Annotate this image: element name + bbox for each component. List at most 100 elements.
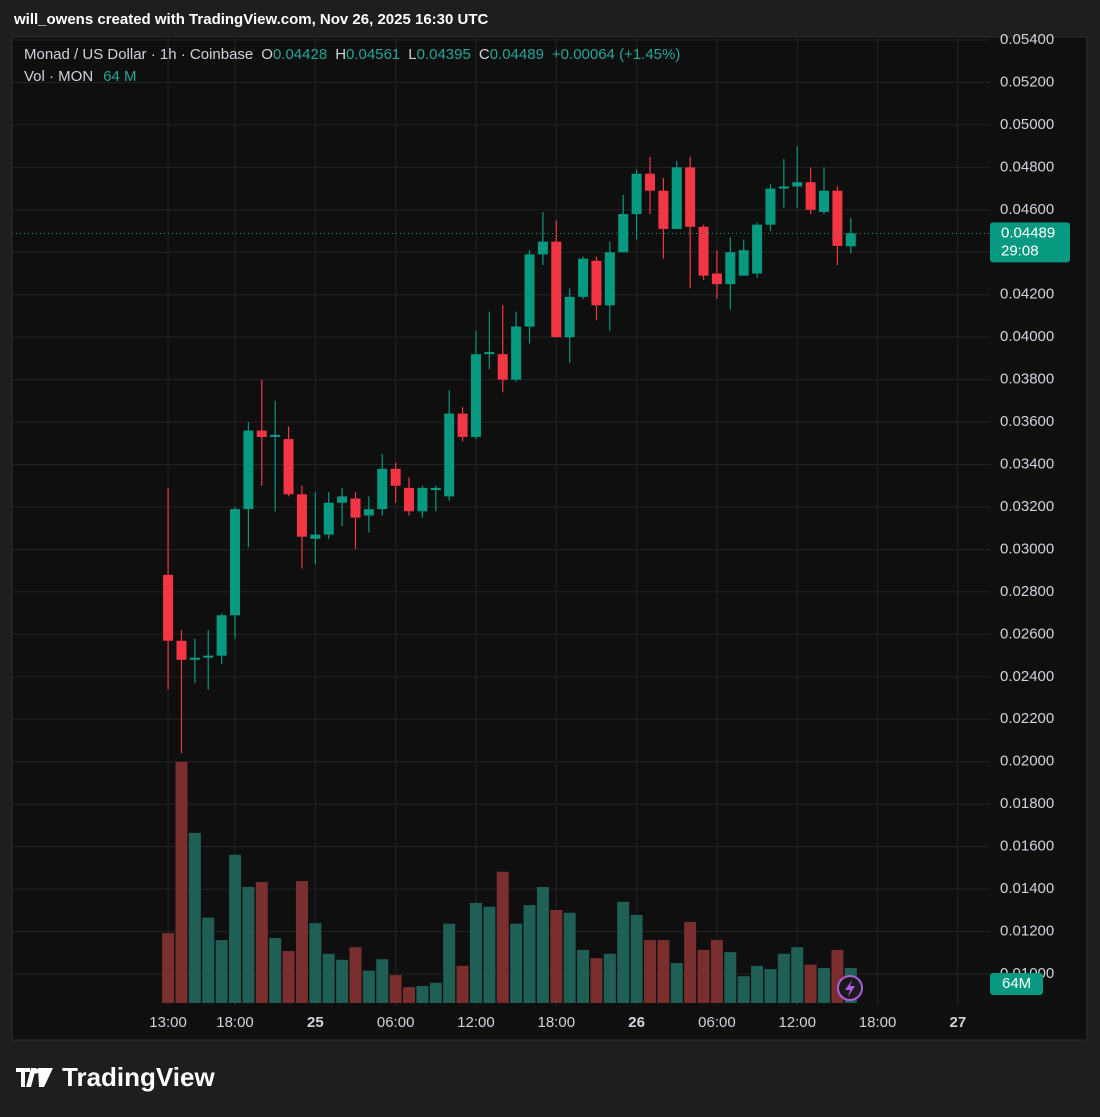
y-tick-label: 0.05400 <box>1000 31 1054 48</box>
candle-body <box>765 188 776 225</box>
candle-body <box>631 173 642 215</box>
volume-bar <box>536 887 549 1003</box>
candle-body <box>189 657 200 660</box>
volume-bar <box>416 986 429 1003</box>
y-tick-label: 0.03200 <box>1000 498 1054 515</box>
lightning-icon[interactable] <box>837 975 863 1001</box>
x-tick-label: 27 <box>950 1014 967 1031</box>
volume-bar <box>724 952 737 1003</box>
candle-body <box>390 468 401 486</box>
volume-bar <box>496 871 509 1003</box>
candle-body <box>511 326 522 380</box>
volume-bar <box>376 959 389 1003</box>
volume-bar <box>670 963 683 1003</box>
y-tick-label: 0.04000 <box>1000 328 1054 345</box>
price-badge <box>990 222 1070 263</box>
volume-bar <box>550 910 563 1003</box>
volume-bar <box>469 902 482 1003</box>
candle-body <box>163 574 174 641</box>
x-tick-label: 25 <box>307 1014 324 1031</box>
volume-bar <box>403 987 416 1003</box>
volume-bar <box>603 953 616 1003</box>
volume-bar <box>282 951 295 1003</box>
volume-bar <box>162 932 175 1003</box>
volume-bar <box>577 949 590 1003</box>
volume-bar <box>242 887 255 1003</box>
candle-body <box>404 487 415 512</box>
y-tick-label: 0.05200 <box>1000 73 1054 90</box>
candle-body <box>792 182 803 187</box>
volume-bar <box>791 947 804 1003</box>
candle-body <box>711 273 722 285</box>
candle-body <box>417 487 428 512</box>
candle-body <box>551 241 562 338</box>
candle-body <box>470 354 481 437</box>
volume-bar <box>175 761 188 1003</box>
volume-bar <box>336 959 349 1003</box>
candle-body <box>537 241 548 255</box>
close-value: 0.04489 <box>490 46 544 63</box>
candle-body <box>484 352 495 355</box>
brand-dot <box>33 1068 39 1074</box>
candle-body <box>256 430 267 437</box>
x-tick-label: 06:00 <box>377 1014 415 1031</box>
open-value: 0.04428 <box>273 46 327 63</box>
y-tick-label: 0.03800 <box>1000 371 1054 388</box>
x-tick-label: 12:00 <box>457 1014 495 1031</box>
candle-body <box>270 434 281 437</box>
candle-body <box>805 182 816 210</box>
candle-body <box>524 254 535 327</box>
grid <box>12 37 990 1006</box>
volume-bar <box>563 912 576 1003</box>
volume-badge-value: 64M <box>1002 975 1031 992</box>
candle-body <box>337 496 348 503</box>
candle-body <box>243 430 254 510</box>
legend-line: Monad / US Dollar · 1h · Coinbase O0.0442… <box>24 46 680 63</box>
candle-body <box>296 494 307 537</box>
candle-body <box>203 655 214 658</box>
candle-body <box>698 226 709 276</box>
volume-title: Vol · MON <box>24 68 93 85</box>
volume-bar <box>295 881 308 1003</box>
y-tick-label: 0.01400 <box>1000 880 1054 897</box>
candle-body <box>363 509 374 516</box>
candle-body <box>323 502 334 535</box>
axes: 0.05400 0.05200 0.05000 0.04800 0.04600 0.044… <box>149 31 1070 1031</box>
candle-body <box>578 258 589 297</box>
brand-text: TradingView <box>62 1062 215 1092</box>
candle-body <box>845 233 856 247</box>
high-value: 0.04561 <box>346 46 400 63</box>
candle-body <box>738 250 749 276</box>
volume-bar <box>229 854 242 1003</box>
volume-bar <box>697 949 710 1003</box>
y-tick-label: 0.04600 <box>1000 201 1054 218</box>
volume-bar <box>202 917 215 1003</box>
brand-logo: TradingView <box>16 1062 215 1092</box>
volume-badge <box>990 972 1043 995</box>
volume-bar <box>429 982 442 1003</box>
candle-body <box>832 190 843 246</box>
volume-bar <box>710 940 723 1003</box>
candle-body <box>283 439 294 495</box>
change: +0.00064 (+1.45%) <box>552 46 680 63</box>
candle-body <box>671 167 682 229</box>
volume-bar <box>269 937 282 1003</box>
candles <box>12 146 990 754</box>
volume-bar <box>818 967 831 1003</box>
volume-bar <box>389 975 402 1003</box>
price-badge-value: 0.04489 <box>1001 224 1055 241</box>
x-tick-label: 18:00 <box>538 1014 576 1031</box>
x-tick-label: 13:00 <box>149 1014 187 1031</box>
credit: will_owens created with TradingView.com,… <box>13 11 489 28</box>
volume-bar <box>617 901 630 1003</box>
candle-body <box>497 354 508 380</box>
h-label: H <box>335 46 346 63</box>
volume-bar <box>255 882 268 1003</box>
volume-bar <box>322 953 335 1003</box>
candle-body <box>618 214 629 253</box>
symbol: Monad / US Dollar · 1h · Coinbase <box>24 46 253 63</box>
icon-bolt[interactable] <box>845 980 855 997</box>
volume-bar <box>684 922 697 1003</box>
